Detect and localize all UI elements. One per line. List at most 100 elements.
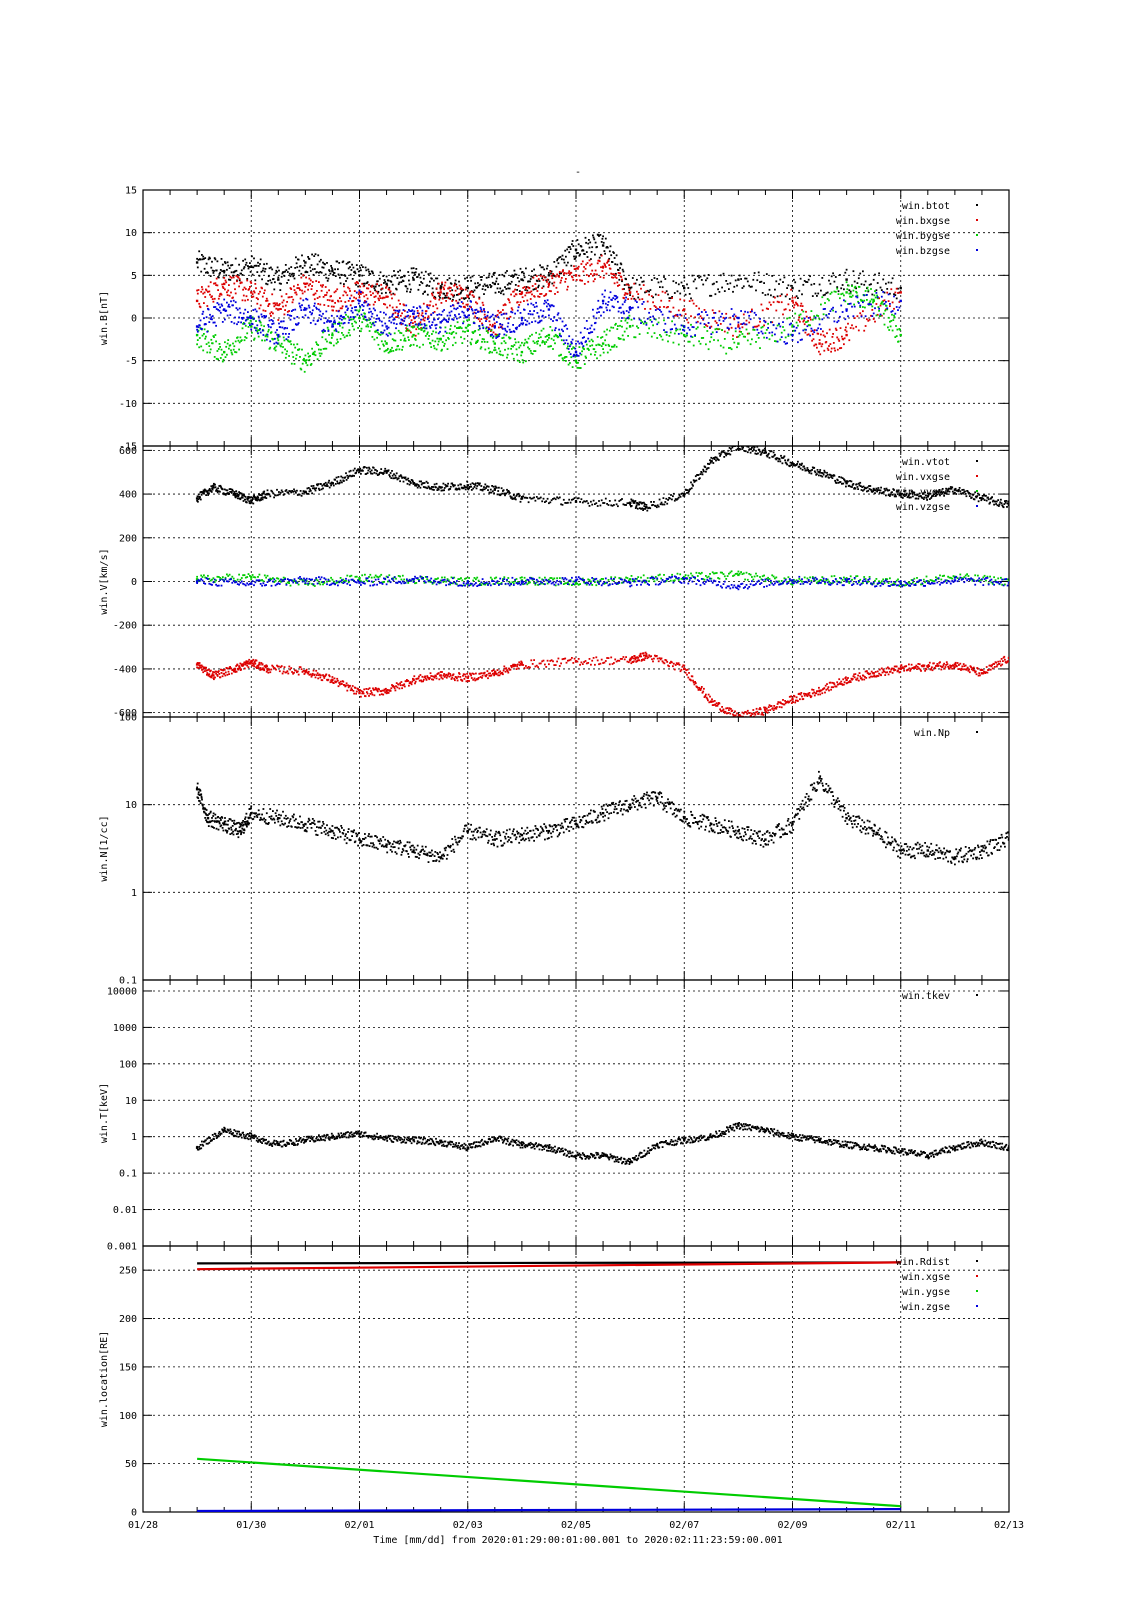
data-point: [784, 459, 786, 461]
data-point: [418, 273, 420, 275]
data-point: [550, 345, 552, 347]
data-point: [196, 261, 198, 263]
data-point: [459, 316, 461, 318]
data-point: [750, 343, 752, 345]
data-point: [337, 268, 339, 270]
data-point: [900, 334, 902, 336]
data-point: [321, 336, 323, 338]
data-point: [202, 289, 204, 291]
data-point: [893, 296, 895, 298]
data-point: [518, 493, 520, 495]
data-point: [568, 335, 570, 337]
data-point: [512, 324, 514, 326]
data-point: [802, 305, 804, 307]
data-point: [591, 246, 593, 248]
data-point: [402, 346, 404, 348]
data-point: [413, 310, 415, 312]
data-point: [717, 324, 719, 326]
data-point: [315, 253, 317, 255]
data-point: [704, 326, 706, 328]
data-point: [798, 319, 800, 321]
data-point: [755, 450, 757, 452]
data-point: [296, 354, 298, 356]
data-point: [604, 502, 606, 504]
data-point: [488, 276, 490, 278]
data-point: [377, 293, 379, 295]
legend-marker: [976, 204, 978, 206]
data-point: [334, 321, 336, 323]
data-point: [637, 297, 639, 299]
data-point: [592, 309, 594, 311]
data-point: [280, 492, 282, 494]
data-point: [270, 326, 272, 328]
data-point: [339, 277, 341, 279]
data-point: [491, 334, 493, 336]
data-point: [338, 274, 340, 276]
data-point: [832, 477, 834, 479]
data-point: [204, 338, 206, 340]
data-point: [442, 341, 444, 343]
data-point: [312, 281, 314, 283]
data-point: [210, 349, 212, 351]
data-point: [242, 317, 244, 319]
data-point: [640, 288, 642, 290]
data-point: [434, 298, 436, 300]
data-point: [678, 333, 680, 335]
data-point: [474, 322, 476, 324]
data-point: [333, 306, 335, 308]
data-point: [407, 328, 409, 330]
data-point: [433, 280, 435, 282]
series-win.vxgse: [196, 652, 1010, 721]
data-point: [848, 285, 850, 287]
data-point: [558, 262, 560, 264]
data-point: [209, 258, 211, 260]
data-point: [561, 339, 563, 341]
data-point: [229, 279, 231, 281]
data-point: [627, 298, 629, 300]
data-point: [436, 308, 438, 310]
data-point: [224, 319, 226, 321]
data-point: [282, 302, 284, 304]
data-point: [634, 502, 636, 504]
data-point: [733, 342, 735, 344]
data-point: [613, 252, 615, 254]
data-point: [461, 297, 463, 299]
data-point: [399, 270, 401, 272]
data-point: [419, 346, 421, 348]
data-point: [865, 325, 867, 327]
data-point: [761, 304, 763, 306]
data-point: [526, 300, 528, 302]
data-point: [797, 297, 799, 299]
data-point: [315, 341, 317, 343]
data-point: [434, 484, 436, 486]
data-point: [541, 277, 543, 279]
data-point: [453, 308, 455, 310]
data-point: [713, 283, 715, 285]
data-point: [470, 342, 472, 344]
data-point: [579, 254, 581, 256]
data-point: [830, 351, 832, 353]
data-point: [382, 275, 384, 277]
data-point: [372, 292, 374, 294]
data-point: [685, 294, 687, 296]
data-point: [328, 482, 330, 484]
data-point: [737, 342, 739, 344]
y-tick-label: 15: [125, 186, 137, 197]
data-point: [602, 336, 604, 338]
data-point: [746, 329, 748, 331]
data-point: [547, 498, 549, 500]
data-point: [281, 276, 283, 278]
data-point: [747, 451, 749, 453]
data-point: [867, 289, 869, 291]
data-point: [585, 357, 587, 359]
data-point: [875, 297, 877, 299]
data-point: [689, 341, 691, 343]
data-point: [443, 287, 445, 289]
data-point: [406, 291, 408, 293]
data-point: [374, 301, 376, 303]
data-point: [811, 310, 813, 312]
data-point: [555, 327, 557, 329]
data-point: [209, 314, 211, 316]
data-point: [290, 266, 292, 268]
data-point: [290, 319, 292, 321]
